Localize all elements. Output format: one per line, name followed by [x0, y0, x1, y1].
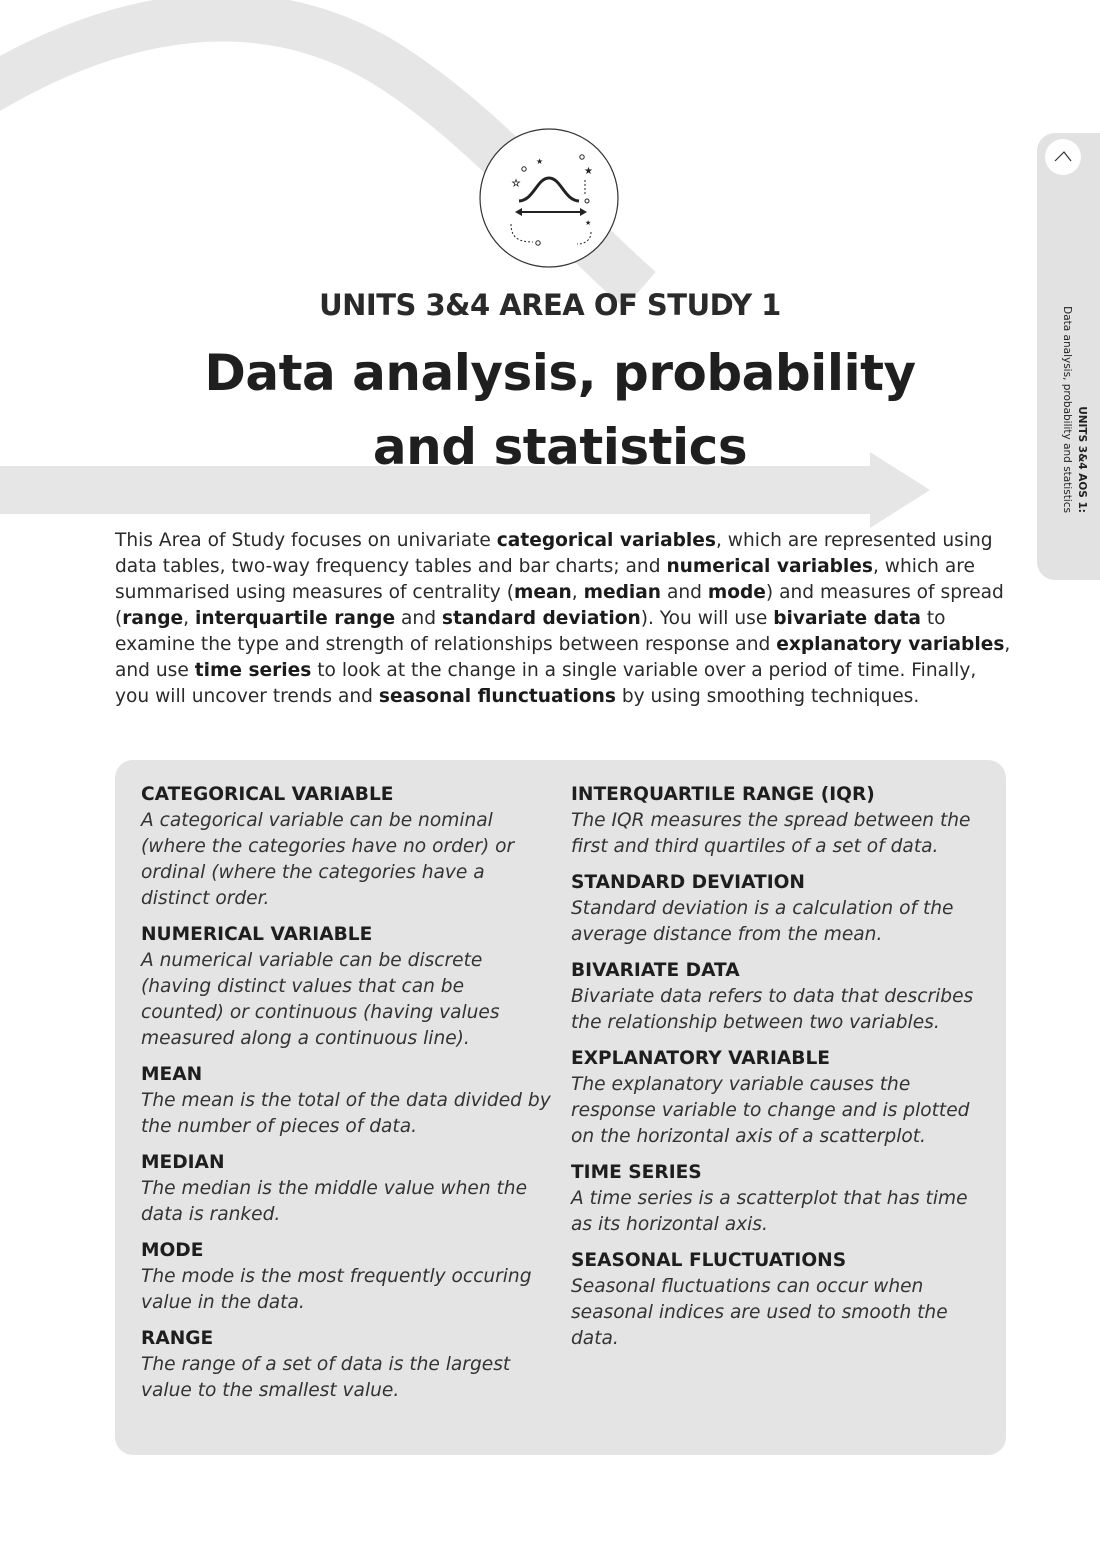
- bell-curve-emblem-icon: ★ ★ ★ ★: [479, 128, 619, 268]
- intro-text: to look at the change in a single variab…: [115, 660, 977, 707]
- key-term: categorical variables: [496, 530, 716, 551]
- intro-text: ). You will use: [640, 608, 774, 629]
- title-line-1: Data analysis, probability: [204, 344, 916, 402]
- intro-text: ,: [571, 582, 584, 603]
- title-line-2: and statistics: [372, 418, 748, 476]
- glossary-term: RANGE: [141, 1328, 214, 1349]
- glossary-entry: RANGE The range of a set of data is the l…: [141, 1326, 551, 1404]
- glossary-entry: EXPLANATORY VARIABLE The explanatory vari…: [571, 1046, 981, 1150]
- key-term: median: [583, 582, 662, 603]
- glossary-definition: Seasonal fluctuations can occur when sea…: [571, 1276, 948, 1349]
- key-term: seasonal flunctuations: [378, 686, 616, 707]
- key-term: standard deviation: [441, 608, 641, 629]
- glossary-entry: TIME SERIES A time series is a scatterplo…: [571, 1160, 981, 1238]
- glossary-definition: The mean is the total of the data divide…: [141, 1090, 551, 1137]
- glossary-definition: The IQR measures the spread between the …: [571, 810, 971, 857]
- glossary-entry: STANDARD DEVIATION Standard deviation is …: [571, 870, 981, 948]
- key-term: interquartile range: [194, 608, 396, 629]
- glossary-term: CATEGORICAL VARIABLE: [141, 784, 394, 805]
- glossary-entry: MODE The mode is the most frequently occu…: [141, 1238, 551, 1316]
- key-term: mean: [513, 582, 572, 603]
- glossary-term: MODE: [141, 1240, 204, 1261]
- glossary-term: STANDARD DEVIATION: [571, 872, 805, 893]
- intro-text: This Area of Study focuses on univariate: [115, 530, 497, 551]
- glossary-definition: Bivariate data refers to data that descr…: [571, 986, 974, 1033]
- glossary-term: BIVARIATE DATA: [571, 960, 740, 981]
- key-term: range: [122, 608, 184, 629]
- glossary-term: TIME SERIES: [571, 1162, 702, 1183]
- key-term: bivariate data: [773, 608, 921, 629]
- intro-text: and: [395, 608, 442, 629]
- key-term: numerical variables: [666, 556, 873, 577]
- svg-text:★: ★: [585, 219, 591, 227]
- glossary-entry: MEDIAN The median is the middle value whe…: [141, 1150, 551, 1228]
- intro-text: ,: [183, 608, 195, 629]
- glossary-definition: The median is the middle value when the …: [141, 1178, 528, 1225]
- intro-text: , and use: [115, 634, 1011, 681]
- glossary-term: NUMERICAL VARIABLE: [141, 924, 373, 945]
- glossary-definition: A time series is a scatterplot that has …: [571, 1188, 968, 1235]
- svg-text:★: ★: [536, 157, 543, 166]
- glossary-term: MEDIAN: [141, 1152, 225, 1173]
- glossary-right-column: INTERQUARTILE RANGE (IQR) The IQR measure…: [571, 782, 981, 1362]
- svg-text:★: ★: [584, 166, 593, 177]
- intro-text: , which are represented using data table…: [115, 530, 993, 577]
- glossary-term: MEAN: [141, 1064, 203, 1085]
- glossary-definition: A numerical variable can be discrete (ha…: [141, 950, 500, 1049]
- glossary-entry: SEASONAL FLUCTUATIONS Seasonal fluctuatio…: [571, 1248, 981, 1352]
- side-tab-line-1: UNITS 3&4 AOS 1:: [1076, 406, 1088, 513]
- chevron-icon[interactable]: [1045, 139, 1081, 175]
- glossary-term: SEASONAL FLUCTUATIONS: [571, 1250, 847, 1271]
- intro-text: , which are summarised using measures of…: [115, 556, 975, 603]
- glossary-entry: INTERQUARTILE RANGE (IQR) The IQR measure…: [571, 782, 981, 860]
- side-tab-label: UNITS 3&4 AOS 1: Data analysis, probabil…: [1059, 273, 1089, 513]
- glossary-left-column: CATEGORICAL VARIABLE A categorical variab…: [141, 782, 551, 1414]
- key-term: mode: [707, 582, 766, 603]
- unit-heading: UNITS 3&4 AREA OF STUDY 1: [319, 288, 781, 322]
- side-tab[interactable]: UNITS 3&4 AOS 1: Data analysis, probabil…: [1037, 133, 1100, 580]
- glossary-entry: NUMERICAL VARIABLE A numerical variable c…: [141, 922, 551, 1052]
- svg-text:★: ★: [512, 179, 520, 189]
- intro-text: by using smoothing techniques.: [615, 686, 920, 707]
- intro-text: and: [661, 582, 708, 603]
- key-term: explanatory variables: [776, 634, 1005, 655]
- glossary-entry: CATEGORICAL VARIABLE A categorical variab…: [141, 782, 551, 912]
- glossary-definition: Standard deviation is a calculation of t…: [571, 898, 954, 945]
- intro-text: to examine the type and strength of rela…: [115, 608, 946, 655]
- glossary-definition: The explanatory variable causes the resp…: [571, 1074, 970, 1147]
- glossary-entry: MEAN The mean is the total of the data di…: [141, 1062, 551, 1140]
- intro-text: ) and measures of spread (: [115, 582, 1004, 629]
- page-title: Data analysis, probability and statistic…: [0, 336, 1100, 484]
- glossary-definition: The range of a set of data is the larges…: [141, 1354, 511, 1401]
- glossary-entry: BIVARIATE DATA Bivariate data refers to d…: [571, 958, 981, 1036]
- glossary-definition: The mode is the most frequently occuring…: [141, 1266, 532, 1313]
- glossary-term: INTERQUARTILE RANGE (IQR): [571, 784, 875, 805]
- side-tab-line-2: Data analysis, probability and statistic…: [1061, 306, 1073, 513]
- glossary-box: CATEGORICAL VARIABLE A categorical variab…: [115, 760, 1006, 1455]
- intro-paragraph: This Area of Study focuses on univariate…: [115, 528, 1015, 710]
- key-term: time series: [194, 660, 312, 681]
- glossary-definition: A categorical variable can be nominal (w…: [141, 810, 515, 909]
- glossary-term: EXPLANATORY VARIABLE: [571, 1048, 831, 1069]
